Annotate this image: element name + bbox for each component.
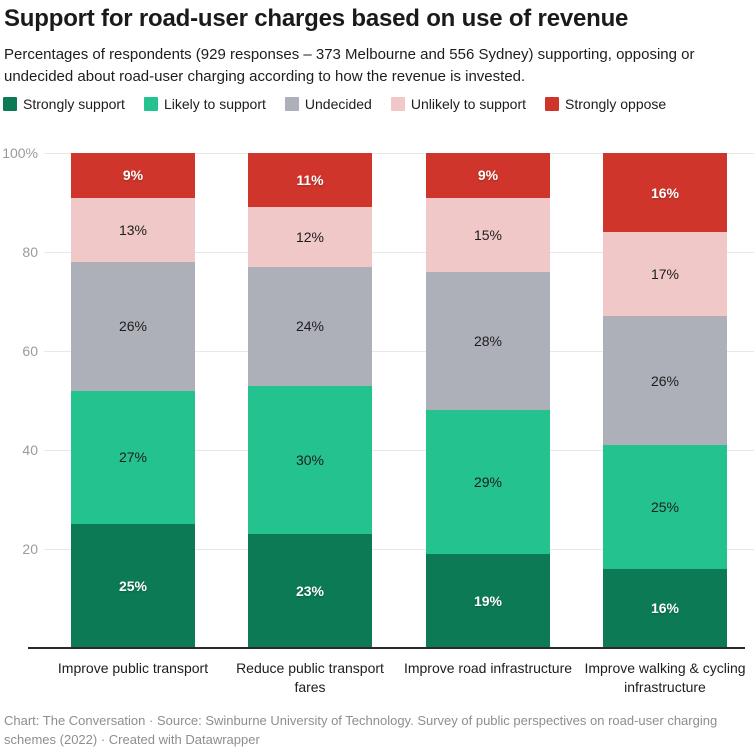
legend-item-strongly-support: Strongly support bbox=[3, 96, 125, 112]
legend-item-label: Strongly support bbox=[23, 96, 125, 112]
chart-title: Support for road-user charges based on u… bbox=[4, 5, 629, 32]
bar-value-label: 23% bbox=[295, 583, 325, 600]
bar-improve-public-transport: 9% 13% 26% 27% 25% bbox=[71, 153, 195, 648]
bar-segment-unlikely-to-support: 15% bbox=[426, 197, 550, 272]
bar-value-label: 26% bbox=[650, 372, 680, 389]
bar-value-label: 29% bbox=[473, 474, 503, 491]
bar-value-label: 16% bbox=[650, 184, 680, 201]
legend-swatch-icon bbox=[545, 97, 560, 111]
bar-segment-strongly-support: 16% bbox=[603, 568, 727, 648]
bar-value-label: 9% bbox=[122, 167, 144, 184]
gridline-60 bbox=[44, 351, 754, 352]
chart-footer: Chart: The Conversation · Source: Swinbu… bbox=[4, 713, 718, 747]
y-axis-tick-label: 40 bbox=[22, 442, 38, 458]
bar-segment-strongly-support: 25% bbox=[71, 524, 195, 648]
bar-improve-walking-cycling-infrastructure: 16% 17% 26% 25% 16% bbox=[603, 153, 727, 648]
legend-swatch-icon bbox=[284, 97, 299, 111]
legend: Strongly support Likely to support Undecid… bbox=[3, 96, 666, 112]
legend-item-label: Unlikely to support bbox=[410, 96, 527, 112]
bar-segment-likely-to-support: 25% bbox=[603, 445, 727, 569]
bar-segment-strongly-support: 23% bbox=[248, 534, 372, 648]
bar-value-label: 30% bbox=[295, 451, 325, 468]
bar-value-label: 12% bbox=[295, 229, 325, 246]
gridline-80 bbox=[44, 252, 754, 253]
plot-area: 20 40 60 80 100% 9% 13% 26% 27% 25% 11% 12% 24% 30% 23… bbox=[0, 145, 754, 649]
x-axis-label-improve-walking-cycling-infrastructure: Improve walking & cycling infrastructure bbox=[584, 660, 746, 695]
legend-item-unlikely-to-support: Unlikely to support bbox=[390, 96, 527, 112]
legend-item-label: Likely to support bbox=[163, 96, 266, 112]
bar-value-label: 25% bbox=[118, 578, 148, 595]
y-axis-tick-label: 20 bbox=[22, 541, 38, 557]
legend-swatch-icon bbox=[390, 97, 405, 111]
bar-segment-strongly-oppose: 9% bbox=[426, 153, 550, 198]
legend-item-undecided: Undecided bbox=[284, 96, 372, 112]
bar-segment-undecided: 26% bbox=[71, 261, 195, 391]
bar-segment-undecided: 28% bbox=[426, 271, 550, 411]
gridline-40 bbox=[44, 450, 754, 451]
bar-segment-strongly-oppose: 9% bbox=[71, 153, 195, 198]
bar-segment-likely-to-support: 29% bbox=[426, 410, 550, 554]
gridline-20 bbox=[44, 549, 754, 550]
legend-item-strongly-oppose: Strongly oppose bbox=[545, 96, 666, 112]
bar-segment-strongly-oppose: 16% bbox=[603, 153, 727, 233]
bar-value-label: 19% bbox=[473, 592, 503, 609]
y-axis-tick-label: 80 bbox=[22, 244, 38, 260]
bar-reduce-public-transport-fares: 11% 12% 24% 30% 23% bbox=[248, 153, 372, 648]
bar-value-label: 13% bbox=[118, 221, 148, 238]
legend-item-likely-to-support: Likely to support bbox=[143, 96, 266, 112]
bar-improve-road-infrastructure: 9% 15% 28% 29% 19% bbox=[426, 153, 550, 648]
bar-segment-undecided: 26% bbox=[603, 316, 727, 446]
x-axis-line bbox=[28, 647, 745, 649]
bar-segment-likely-to-support: 30% bbox=[248, 385, 372, 535]
bar-value-label: 27% bbox=[118, 449, 148, 466]
bar-segment-strongly-support: 19% bbox=[426, 553, 550, 648]
bar-value-label: 15% bbox=[473, 226, 503, 243]
y-axis-tick-label: 60 bbox=[22, 343, 38, 359]
bar-segment-likely-to-support: 27% bbox=[71, 390, 195, 525]
bar-value-label: 26% bbox=[118, 318, 148, 335]
legend-item-label: Undecided bbox=[304, 96, 372, 112]
bar-value-label: 11% bbox=[296, 172, 324, 189]
bar-segment-unlikely-to-support: 12% bbox=[248, 207, 372, 267]
bar-segment-unlikely-to-support: 13% bbox=[71, 197, 195, 262]
bar-value-label: 25% bbox=[650, 498, 680, 515]
bar-value-label: 16% bbox=[650, 600, 680, 617]
legend-item-label: Strongly oppose bbox=[565, 96, 667, 112]
y-axis-tick-label: 100% bbox=[2, 145, 38, 161]
chart-subtitle: Percentages of respondents (929 response… bbox=[4, 46, 695, 86]
bar-value-label: 17% bbox=[650, 266, 680, 283]
bar-value-label: 9% bbox=[477, 167, 499, 184]
gridline-100 bbox=[44, 153, 754, 154]
x-axis-label-improve-public-transport: Improve public transport bbox=[57, 660, 209, 676]
legend-swatch-icon bbox=[143, 97, 158, 111]
x-axis-label-reduce-public-transport-fares: Reduce public transport fares bbox=[236, 660, 384, 695]
bar-value-label: 24% bbox=[295, 318, 325, 335]
bar-value-label: 28% bbox=[473, 333, 503, 350]
x-axis-label-improve-road-infrastructure: Improve road infrastructure bbox=[403, 660, 573, 676]
bar-segment-undecided: 24% bbox=[248, 266, 372, 386]
bar-segment-strongly-oppose: 11% bbox=[248, 153, 372, 208]
bar-segment-unlikely-to-support: 17% bbox=[603, 232, 727, 317]
legend-swatch-icon bbox=[3, 97, 17, 111]
